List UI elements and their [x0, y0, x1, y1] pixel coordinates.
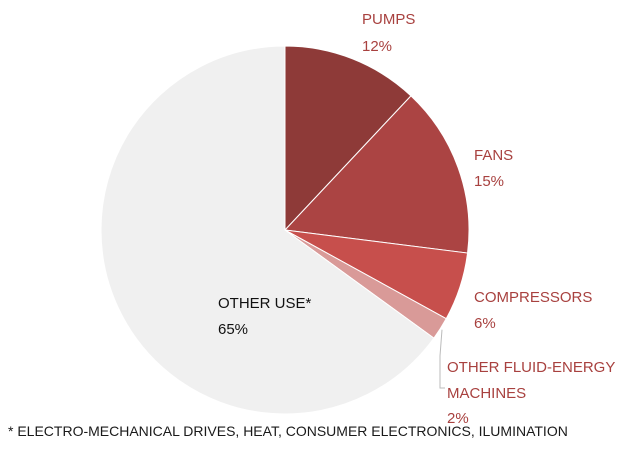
slice-label-pumps: PUMPS — [362, 11, 415, 28]
slice-label-fans: FANS — [474, 147, 513, 164]
slice-value-pumps: 12% — [362, 38, 392, 55]
slice-label-other-fluid-energy-line1: OTHER FLUID-ENERGY — [447, 359, 615, 376]
slice-value-compressors: 6% — [474, 315, 496, 332]
slice-label-other-fluid-energy-line2: MACHINES — [447, 385, 526, 402]
footnote: * ELECTRO-MECHANICAL DRIVES, HEAT, CONSU… — [8, 423, 568, 439]
slice-label-other-use: OTHER USE* — [218, 295, 312, 312]
leader-line — [439, 329, 445, 389]
pie-slices — [100, 45, 470, 415]
slice-value-other-use: 65% — [218, 321, 248, 338]
slice-label-compressors: COMPRESSORS — [474, 289, 592, 306]
pie-slice-fans — [283, 95, 470, 254]
slice-value-other-fluid-energy: 2% — [447, 410, 469, 427]
slice-value-fans: 15% — [474, 173, 504, 190]
pie-slice-other-use — [100, 45, 435, 415]
pie-slice-pumps — [284, 45, 412, 232]
